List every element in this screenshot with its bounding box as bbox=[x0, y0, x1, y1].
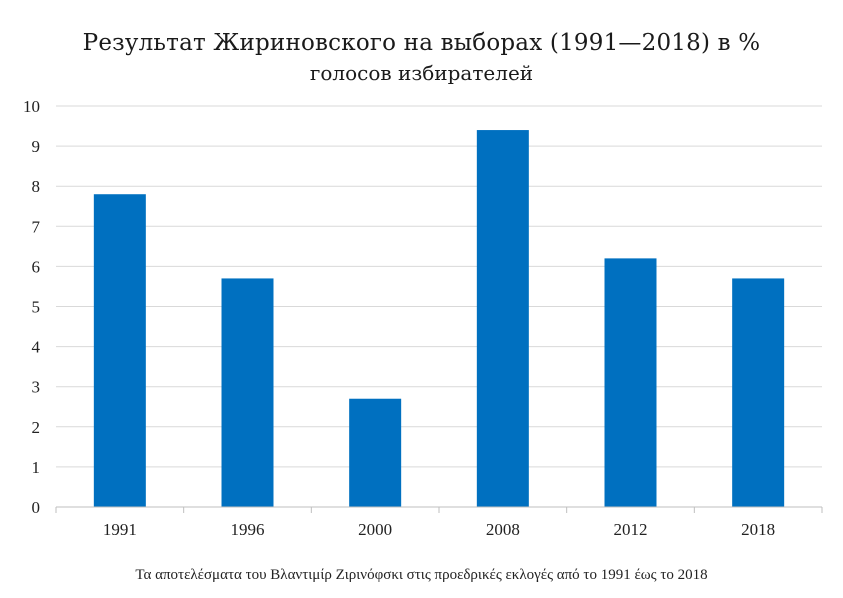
x-tick-label: 2012 bbox=[614, 520, 648, 539]
gridlines bbox=[56, 105, 822, 468]
y-tick-label: 5 bbox=[32, 298, 41, 317]
bar-2018 bbox=[732, 278, 785, 507]
y-tick-label: 9 bbox=[32, 137, 41, 156]
axes bbox=[55, 506, 823, 513]
chart-title: Результат Жириновского на выборах (1991—… bbox=[82, 30, 761, 56]
x-tick-label: 1996 bbox=[231, 520, 265, 539]
y-tick-label: 2 bbox=[32, 418, 41, 437]
y-tick-label: 8 bbox=[32, 177, 41, 196]
bars bbox=[93, 130, 785, 507]
y-tick-label: 1 bbox=[32, 458, 41, 477]
x-tick-label: 2018 bbox=[741, 520, 775, 539]
x-tick-label: 1991 bbox=[103, 520, 137, 539]
axis-labels: 0 1 2 3 4 5 6 7 8 9 10 1991 1996 2000 2008 2012 2018 bbox=[23, 97, 775, 539]
bar-1996 bbox=[221, 278, 274, 507]
bar-2008 bbox=[476, 130, 529, 507]
y-tick-label: 0 bbox=[32, 498, 41, 517]
bar-2012 bbox=[604, 258, 657, 507]
y-tick-label: 10 bbox=[23, 97, 40, 116]
figure-caption: Τα αποτελέσματα του Βλαντιμίρ Ζιρινόφσκι… bbox=[135, 567, 708, 583]
bar-2000 bbox=[349, 398, 402, 507]
y-tick-label: 4 bbox=[32, 338, 41, 357]
y-tick-label: 3 bbox=[32, 378, 41, 397]
y-tick-label: 7 bbox=[32, 217, 41, 236]
x-tick-label: 2000 bbox=[358, 520, 392, 539]
bar-1991 bbox=[93, 194, 146, 507]
chart-subtitle: голосов избирателей bbox=[309, 61, 534, 85]
x-tick-label: 2008 bbox=[486, 520, 520, 539]
y-tick-label: 6 bbox=[32, 257, 41, 276]
